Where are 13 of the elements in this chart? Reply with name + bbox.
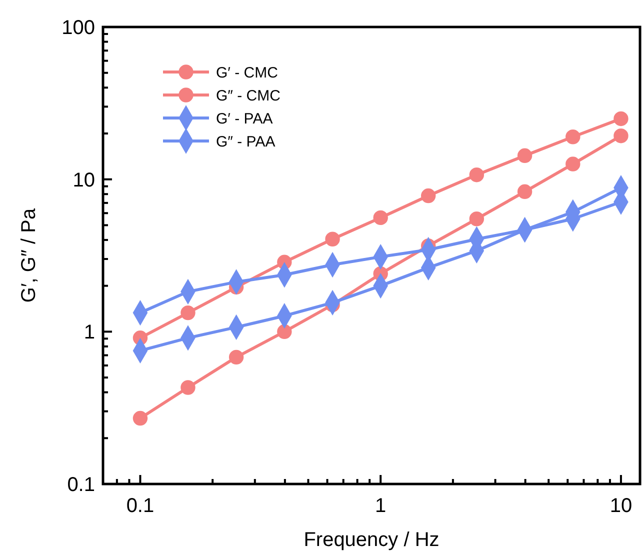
legend-label: G′ - CMC	[216, 64, 278, 82]
y-tick-label: 100	[62, 17, 95, 39]
x-tick-label: 1	[375, 495, 386, 517]
legend-label: G′ - PAA	[216, 110, 273, 128]
x-axis-title: Frequency / Hz	[304, 529, 440, 551]
legend-label: G″ - CMC	[216, 87, 281, 104]
x-tick-label: 0.1	[126, 495, 154, 517]
y-tick-label: 1	[84, 322, 95, 344]
y-tick-label: 0.1	[67, 474, 95, 496]
x-tick-label: 10	[610, 495, 632, 517]
legend-label: G″ - PAA	[216, 133, 276, 150]
y-axis-title: G′, G″ / Pa	[18, 208, 40, 303]
y-tick-label: 10	[72, 169, 95, 192]
